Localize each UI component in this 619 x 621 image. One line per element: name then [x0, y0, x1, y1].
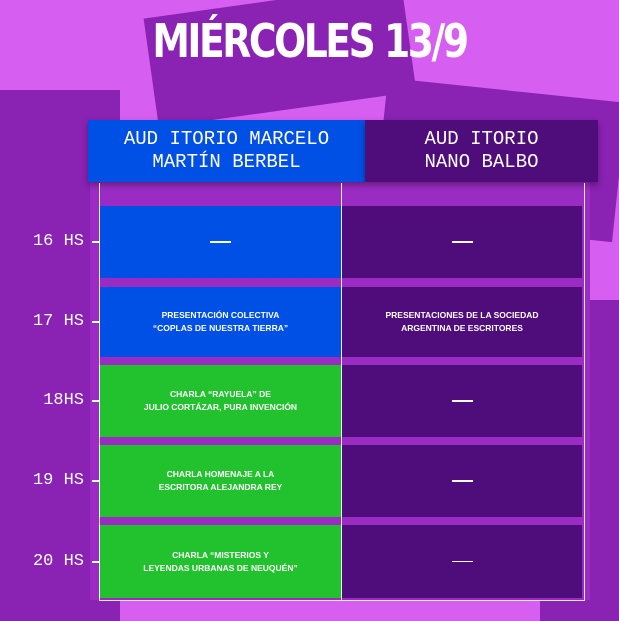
time-tick [92, 480, 106, 482]
time-label: 18HS [43, 391, 84, 410]
event-cell-balbo [342, 445, 582, 517]
event-title: CHARLA HOMENAJE A LA ESCRITORA ALEJANDRA… [158, 469, 283, 492]
time-tick [92, 241, 106, 243]
empty-dash [210, 241, 231, 243]
time-label: 20 HS [32, 551, 84, 571]
venue-header-balbo: AUD ITORIO NANO BALBO [365, 120, 598, 182]
empty-dash [451, 560, 473, 563]
page-title: MIÉRCOLES 13/9 [152, 14, 469, 68]
event-title: PRESENTACIONES DE LA SOCIEDAD ARGENTINA … [385, 310, 539, 333]
event-cell-berbel: PRESENTACIÓN COLECTIVA “COPLAS DE NUESTR… [100, 287, 341, 357]
event-cell-berbel: CHARLA “RAYUELA” DE JULIO CORTÁZAR, PURA… [100, 365, 341, 437]
event-cell-balbo [342, 525, 582, 598]
event-cell-balbo: PRESENTACIONES DE LA SOCIEDAD ARGENTINA … [342, 287, 582, 357]
venue-header-berbel: AUD ITORIO MARCELO MARTÍN BERBEL [88, 120, 365, 182]
time-tick [92, 560, 106, 563]
time-tick [92, 321, 106, 323]
event-title: CHARLA “RAYUELA” DE JULIO CORTÁZAR, PURA… [143, 389, 298, 412]
time-label: 16 HS [32, 232, 84, 251]
event-title: CHARLA “MISTERIOS Y LEYENDAS URBANAS DE … [143, 549, 298, 573]
event-title: PRESENTACIÓN COLECTIVA “COPLAS DE NUESTR… [152, 310, 289, 333]
empty-dash [451, 400, 473, 402]
column-divider [341, 183, 342, 600]
event-cell-balbo [342, 206, 582, 278]
event-cell-berbel [100, 206, 341, 278]
event-cell-berbel: CHARLA “MISTERIOS Y LEYENDAS URBANAS DE … [100, 525, 341, 598]
event-cell-balbo [342, 365, 582, 437]
time-tick [92, 400, 106, 402]
empty-dash [451, 241, 473, 243]
schedule-grid [99, 183, 585, 601]
time-label: 17 HS [32, 312, 84, 331]
time-label: 19 HS [32, 471, 84, 490]
empty-dash [451, 480, 473, 482]
event-cell-berbel: CHARLA HOMENAJE A LA ESCRITORA ALEJANDRA… [100, 445, 341, 517]
